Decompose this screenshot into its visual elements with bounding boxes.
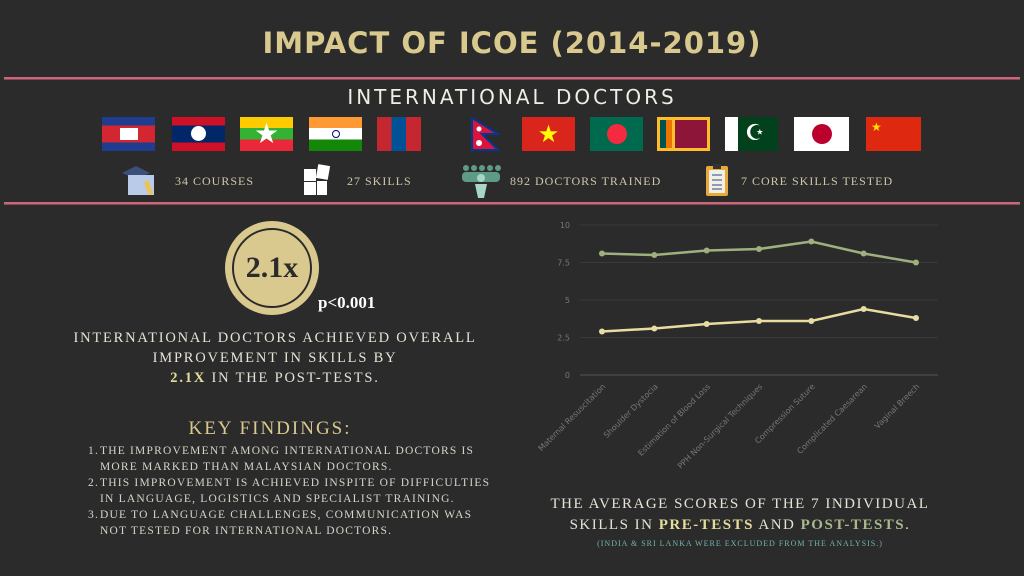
- item-number: 1.: [88, 445, 100, 457]
- data-point: [756, 318, 762, 324]
- page-title: IMPACT OF ICOE (2014-2019): [262, 26, 762, 60]
- people-group-icon: [460, 163, 502, 198]
- p-value: p<0.001: [318, 293, 376, 312]
- india-flag: [309, 117, 362, 151]
- data-point: [808, 238, 815, 245]
- caption-text: AND: [753, 517, 801, 533]
- caption-pre: PRE-TESTS: [658, 517, 754, 533]
- data-point: [651, 325, 658, 332]
- x-tick-label: Maternal Resuscitation: [537, 382, 608, 453]
- data-point: [703, 321, 710, 327]
- skills-line-chart: 0 2.5 5 7.5 10 Maternal ResuscitationShoulder…: [537, 221, 938, 471]
- nepal-flag: [470, 117, 500, 151]
- desc-text: IN THE POST-TESTS.: [206, 370, 380, 386]
- desc-highlight: 2.1X: [170, 370, 207, 386]
- puzzle-icon: [302, 163, 336, 197]
- x-tick-label: Shoulder Dystocia: [602, 382, 660, 440]
- y-tick-label: 7.5: [557, 259, 570, 268]
- data-point: [808, 318, 815, 324]
- item-number: 3.: [88, 509, 100, 521]
- vietnam-flag: ★: [522, 117, 575, 151]
- bangladesh-flag: [590, 117, 643, 151]
- improvement-description: INTERNATIONAL DOCTORS ACHIEVED OVERALL I…: [60, 328, 490, 388]
- desc-text: INTERNATIONAL DOCTORS ACHIEVED OVERALL I…: [73, 330, 477, 366]
- caption-post: POST-TESTS: [800, 517, 906, 533]
- stat-skills: 27 SKILLS: [347, 174, 412, 188]
- item-text: THIS IMPROVEMENT IS ACHIEVED INSPITE OF …: [100, 477, 491, 505]
- data-point: [651, 252, 658, 258]
- item-number: 2.: [88, 477, 100, 489]
- x-tick-label: Compression Suture: [753, 382, 817, 446]
- stat-courses: 34 COURSES: [175, 174, 255, 188]
- china-flag: ★: [866, 117, 921, 151]
- japan-flag: [794, 117, 849, 151]
- list-item: 3. DUE TO LANGUAGE CHALLENGES, COMMUNICAT…: [88, 507, 498, 539]
- chart-note: (INDIA & SRI LANKA WERE EXCLUDED FROM TH…: [597, 539, 883, 548]
- improvement-value: 2.1x: [232, 228, 312, 308]
- data-point: [913, 315, 919, 321]
- y-tick-label: 2.5: [557, 334, 570, 343]
- stat-doctors-trained: 892 DOCTORS TRAINED: [510, 174, 662, 188]
- y-tick-label: 10: [560, 221, 570, 230]
- myanmar-flag: ★: [240, 117, 293, 151]
- y-tick-label: 5: [565, 296, 570, 305]
- data-point: [756, 246, 762, 252]
- divider: [4, 202, 1020, 205]
- item-text: THE IMPROVEMENT AMONG INTERNATIONAL DOCT…: [100, 445, 475, 473]
- sri-lanka-flag: [657, 117, 710, 151]
- data-point: [860, 306, 867, 312]
- data-point: [860, 250, 867, 257]
- item-text: DUE TO LANGUAGE CHALLENGES, COMMUNICATIO…: [100, 509, 473, 537]
- section-subtitle: INTERNATIONAL DOCTORS: [347, 85, 677, 109]
- data-point: [599, 250, 605, 257]
- divider: [4, 77, 1020, 80]
- clipboard-icon: [705, 163, 729, 197]
- caption-text: THE AVERAGE SCORES OF THE 7 INDIVIDUAL S…: [550, 496, 930, 533]
- laos-flag: [172, 117, 225, 151]
- pakistan-flag: ☪: [725, 117, 778, 151]
- stat-core-skills: 7 CORE SKILLS TESTED: [741, 174, 894, 188]
- graduation-book-icon: [120, 163, 154, 197]
- caption-text: .: [905, 517, 911, 533]
- cambodia-flag: [102, 117, 155, 151]
- y-tick-label: 0: [565, 371, 570, 380]
- improvement-badge: 2.1x: [225, 221, 319, 315]
- data-point: [599, 328, 605, 335]
- x-tick-label: Vaginal Breech: [873, 382, 922, 431]
- x-tick-label: PPH Non-Surgical Techniques: [676, 382, 764, 470]
- data-point: [913, 259, 919, 266]
- list-item: 1. THE IMPROVEMENT AMONG INTERNATIONAL DO…: [88, 443, 498, 475]
- chart-caption: THE AVERAGE SCORES OF THE 7 INDIVIDUAL S…: [540, 494, 940, 536]
- key-findings-heading: KEY FINDINGS:: [188, 418, 352, 439]
- list-item: 2. THIS IMPROVEMENT IS ACHIEVED INSPITE O…: [88, 475, 498, 507]
- key-findings-list: 1. THE IMPROVEMENT AMONG INTERNATIONAL DO…: [88, 443, 498, 539]
- data-point: [703, 247, 710, 254]
- mongolia-flag: [377, 117, 421, 151]
